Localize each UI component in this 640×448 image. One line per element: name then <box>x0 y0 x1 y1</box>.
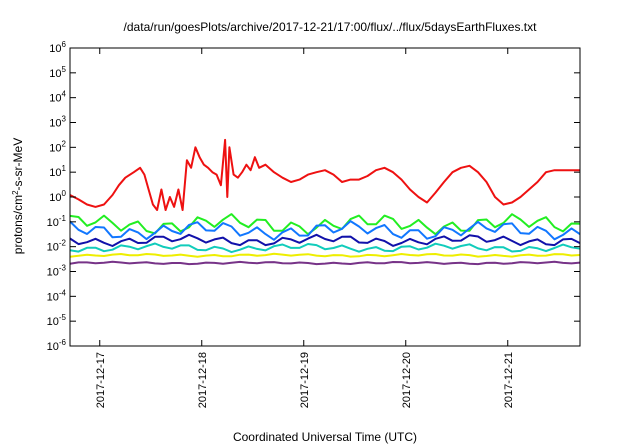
y-axis-label: protons/cm2-s-sr-MeV <box>11 138 26 254</box>
series-line-3 <box>69 220 581 241</box>
series-line-4 <box>69 233 581 247</box>
y-tick-label: 10-4 <box>47 288 67 303</box>
x-tick-label: 2017-12-20 <box>401 352 413 408</box>
x-axis-label: Coordinated Universal Time (UTC) <box>232 430 418 444</box>
y-tick-label: 101 <box>49 164 66 179</box>
y-tick-label: 10-1 <box>47 214 67 229</box>
series-layer <box>69 138 581 266</box>
y-tick-label: 103 <box>49 115 66 130</box>
y-tick-label: 105 <box>49 65 66 80</box>
x-tick-label: 2017-12-18 <box>197 352 209 408</box>
y-tick-label: 10-3 <box>47 264 67 279</box>
y-tick-label: 100 <box>49 189 66 204</box>
plot-frame <box>69 47 581 347</box>
x-tick-label: 2017-12-17 <box>95 352 107 408</box>
series-line-5 <box>69 242 581 254</box>
series-line-1 <box>69 138 580 211</box>
y-tick-label: 10-6 <box>47 338 67 353</box>
y-tick-label: 106 <box>49 40 66 55</box>
series-line-7 <box>69 260 581 266</box>
series-line-6 <box>69 252 581 258</box>
y-tick-label: 10-5 <box>47 313 67 328</box>
x-axis: 2017-12-17 2017-12-18 2017-12-19 2017-12-20… <box>95 48 515 408</box>
x-tick-label: 2017-12-21 <box>503 352 515 408</box>
x-tick-label: 2017-12-19 <box>299 352 311 408</box>
y-tick-label: 102 <box>49 139 66 154</box>
y-axis: 10-6 10-5 10-4 10-3 10-2 10-1 100 101 102 103 104 1… <box>47 40 580 353</box>
chart-title: /data/run/goesPlots/archive/2017-12-21/1… <box>123 20 537 34</box>
y-tick-label: 10-2 <box>47 239 67 254</box>
y-tick-label: 104 <box>49 90 66 105</box>
